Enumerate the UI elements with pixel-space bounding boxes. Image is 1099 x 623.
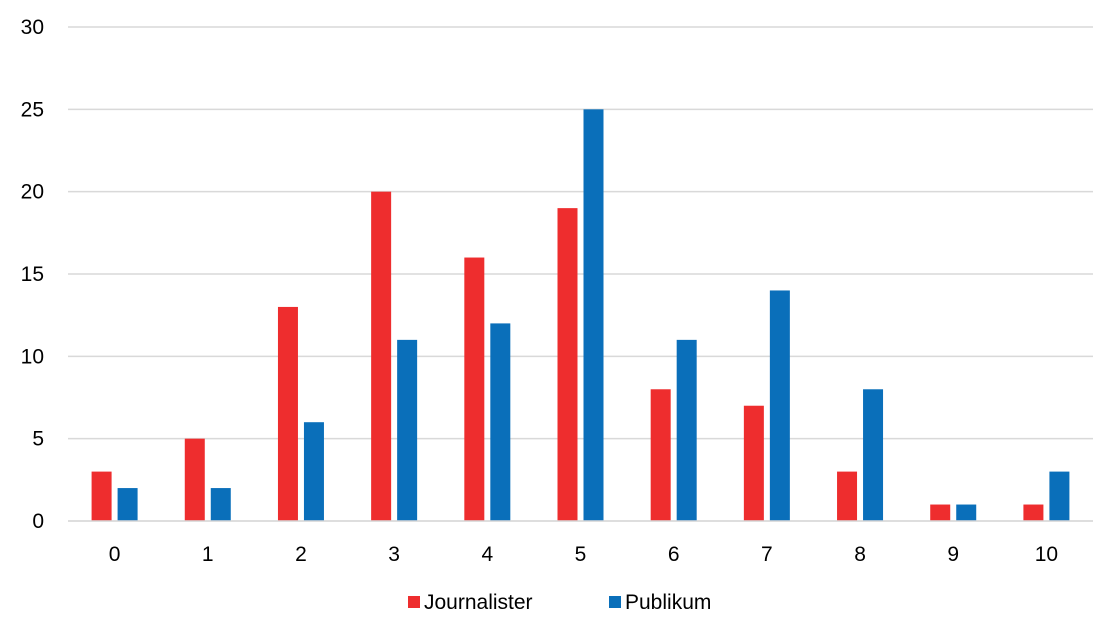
bar-publikum-9 <box>956 504 977 521</box>
x-tick-label-1: 1 <box>202 543 214 566</box>
bar-journalister-9 <box>930 504 951 521</box>
x-tick-label-4: 4 <box>481 543 493 566</box>
y-tick-label-25: 25 <box>21 98 44 121</box>
bar-publikum-3 <box>397 339 418 521</box>
bar-journalister-0 <box>91 471 112 521</box>
x-tick-label-0: 0 <box>109 543 121 566</box>
bar-journalister-4 <box>464 257 485 521</box>
bar-publikum-2 <box>303 422 324 521</box>
x-tick-label-10: 10 <box>1035 543 1058 566</box>
bar-journalister-3 <box>371 191 392 521</box>
y-axis-tick-labels: 0 5 10 15 20 25 30 <box>21 16 44 533</box>
bars <box>68 109 1093 522</box>
bar-journalister-1 <box>184 438 205 521</box>
y-tick-label-5: 5 <box>32 428 44 451</box>
bar-publikum-6 <box>676 339 697 521</box>
legend-swatch-journalister <box>408 596 420 608</box>
bar-journalister-2 <box>277 306 298 521</box>
x-tick-label-6: 6 <box>668 543 680 566</box>
bar-journalister-7 <box>743 405 764 521</box>
x-tick-label-2: 2 <box>295 543 307 566</box>
y-tick-label-15: 15 <box>21 263 44 286</box>
bar-publikum-5 <box>583 109 604 521</box>
y-tick-label-20: 20 <box>21 181 44 204</box>
bar-publikum-0 <box>117 488 138 521</box>
gridlines <box>68 26 1093 522</box>
bar-publikum-10 <box>1049 471 1070 521</box>
x-tick-label-7: 7 <box>761 543 773 566</box>
y-tick-label-30: 30 <box>21 16 44 39</box>
x-tick-label-3: 3 <box>388 543 400 566</box>
bar-publikum-7 <box>769 290 790 521</box>
x-tick-label-9: 9 <box>947 543 959 566</box>
x-tick-label-8: 8 <box>854 543 866 566</box>
bar-publikum-4 <box>490 323 511 521</box>
bar-publikum-1 <box>210 488 231 521</box>
bar-journalister-8 <box>837 471 858 521</box>
y-tick-label-10: 10 <box>21 345 44 368</box>
bar-journalister-5 <box>557 208 578 521</box>
bar-journalister-6 <box>650 389 671 521</box>
x-axis-tick-labels: 0 1 2 3 4 5 6 7 8 9 10 <box>109 543 1058 566</box>
y-tick-label-0: 0 <box>32 510 44 533</box>
legend-label-publikum: Publikum <box>625 591 711 614</box>
legend-label-journalister: Journalister <box>424 591 533 614</box>
x-tick-label-5: 5 <box>575 543 587 566</box>
legend-swatch-publikum <box>609 596 621 608</box>
bar-journalister-10 <box>1023 504 1044 521</box>
legend: Journalister Publikum <box>408 591 711 614</box>
bar-publikum-8 <box>863 389 884 521</box>
